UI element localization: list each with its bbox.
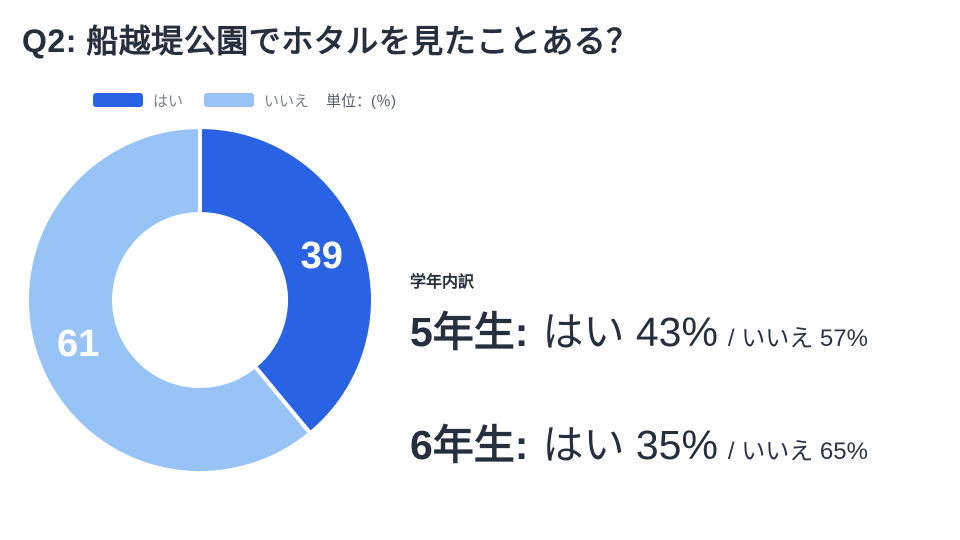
- legend-swatch-yes: [93, 93, 143, 107]
- chart-legend: はい いいえ 単位：(％): [93, 92, 397, 110]
- breakdown-heading: 学年内訳: [410, 274, 475, 291]
- donut-value-label-はい: 39: [301, 235, 343, 277]
- grade6-yes-value: はい 35%: [542, 422, 718, 469]
- donut-segment-はい: [198, 125, 375, 436]
- legend-label-yes: はい: [153, 92, 184, 110]
- donut-chart: 39 61: [24, 125, 375, 475]
- legend-label-no: いいえ: [264, 92, 310, 110]
- page-title: Q2: 船越堤公園でホタルを見たことある？: [22, 23, 639, 59]
- legend-unit-label: 単位：(％): [326, 92, 397, 110]
- donut-value-label-いいえ: 61: [57, 323, 99, 365]
- grade5-no-value: / いいえ 57%: [727, 325, 868, 352]
- grade-breakdown: 学年内訳 5年生: はい 43% / いいえ 57% 6年生: はい 35% / いいえ…: [410, 268, 868, 470]
- legend-swatch-no: [204, 93, 255, 107]
- donut-segment-いいえ: [24, 125, 313, 475]
- grade5-label: 5年生:: [410, 309, 529, 355]
- grade5-yes-value: はい 43%: [542, 309, 718, 355]
- grade6-label: 6年生:: [410, 422, 529, 469]
- grade6-no-value: / いいえ 65%: [727, 438, 868, 466]
- breakdown-row-grade5: 5年生: はい 43% / いいえ 57%: [410, 308, 868, 357]
- breakdown-row-grade6: 6年生: はい 35% / いいえ 65%: [410, 421, 868, 470]
